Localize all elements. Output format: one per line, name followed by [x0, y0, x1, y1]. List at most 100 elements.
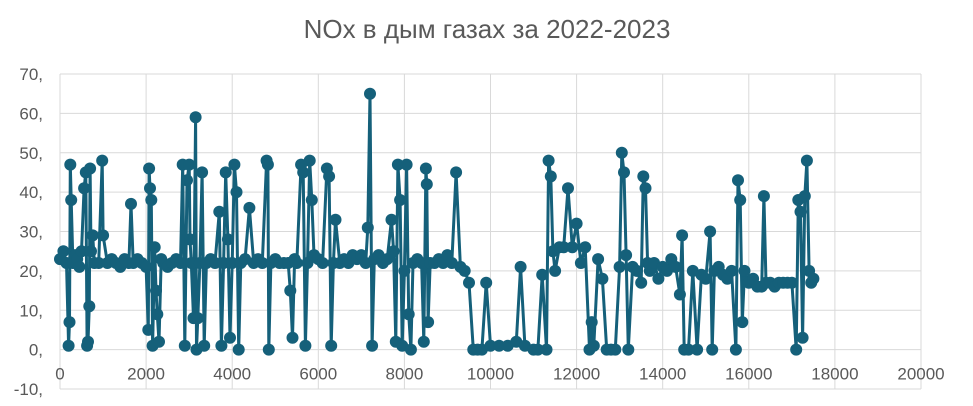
x-tick-label: 14000: [639, 365, 686, 384]
data-point: [691, 343, 704, 356]
data-point: [415, 257, 428, 269]
data-point: [757, 190, 770, 203]
data-point: [316, 257, 329, 269]
data-point: [493, 339, 506, 352]
data-point: [65, 194, 78, 206]
data-point: [86, 229, 99, 242]
data-point: [191, 312, 204, 325]
data-point: [153, 335, 165, 348]
y-tick-label: 20,: [19, 262, 43, 281]
data-point: [544, 170, 557, 183]
data-point: [325, 339, 338, 352]
data-point: [800, 154, 813, 167]
data-point: [585, 316, 598, 329]
data-point: [794, 205, 807, 218]
y-tick-label: -10,: [14, 380, 43, 399]
data-point: [706, 343, 719, 356]
chart-title: NOx в дым газах за 2022-2023: [304, 14, 671, 44]
data-point: [514, 260, 527, 273]
data-point: [387, 245, 400, 258]
data-point: [64, 158, 77, 171]
data-point: [549, 264, 562, 277]
data-point: [618, 166, 630, 179]
data-point: [303, 154, 316, 167]
data-point: [361, 221, 374, 234]
data-point: [400, 158, 413, 171]
data-point: [262, 343, 275, 356]
data-point: [299, 339, 312, 352]
series-marker-layer: [54, 87, 820, 356]
x-tick-label: 4000: [213, 365, 251, 384]
data-point: [78, 182, 91, 195]
x-tick-label: 12000: [553, 365, 600, 384]
data-point: [284, 284, 297, 297]
data-point: [256, 257, 269, 269]
data-point: [323, 170, 336, 183]
data-point: [790, 343, 803, 356]
data-point: [592, 253, 605, 266]
y-tick-label: 60,: [19, 104, 43, 123]
data-point: [574, 257, 587, 269]
data-point: [183, 158, 196, 171]
data-point: [391, 158, 404, 171]
data-point: [181, 174, 193, 187]
data-point: [484, 339, 497, 352]
data-point: [286, 331, 299, 344]
data-point: [57, 245, 70, 258]
data-point: [151, 308, 164, 321]
data-point: [75, 245, 88, 258]
data-point: [630, 264, 643, 277]
data-point: [196, 166, 209, 179]
data-point: [669, 260, 682, 273]
data-point: [174, 257, 187, 269]
data-point: [402, 308, 415, 321]
y-tick-label: 10,: [19, 301, 43, 320]
data-point: [596, 272, 609, 285]
data-point: [458, 264, 471, 277]
data-point: [82, 335, 94, 348]
data-point: [226, 257, 239, 269]
data-point: [189, 111, 202, 124]
data-point: [609, 343, 622, 356]
data-point: [738, 264, 751, 277]
data-point: [540, 343, 553, 356]
data-point: [305, 194, 318, 206]
x-tick-label: 18000: [811, 365, 858, 384]
y-tick-label: 0,: [29, 341, 43, 360]
data-point: [143, 162, 156, 175]
data-point: [566, 241, 579, 254]
y-tick-label: 40,: [19, 183, 43, 202]
series-line: [58, 92, 815, 352]
data-point: [221, 233, 234, 246]
data-point: [140, 260, 153, 273]
data-point: [125, 197, 137, 210]
data-point: [729, 343, 742, 356]
data-point: [639, 182, 652, 195]
data-point: [145, 194, 158, 206]
data-point: [243, 201, 256, 214]
data-point: [404, 343, 417, 356]
data-point: [635, 276, 648, 289]
data-point: [178, 339, 191, 352]
data-point: [84, 162, 97, 175]
data-point: [480, 276, 493, 289]
data-point: [215, 339, 228, 352]
data-point: [142, 323, 155, 336]
series-line-layer: [58, 92, 815, 352]
data-point: [420, 178, 433, 191]
data-point: [682, 343, 695, 356]
data-point: [213, 205, 226, 218]
data-point: [73, 260, 86, 273]
x-axis-tick-labels: 0 2000 4000 6000 8000 10000 12000 14000 16000 180…: [55, 365, 944, 384]
data-point: [228, 158, 241, 171]
data-point: [613, 260, 626, 273]
data-point: [232, 343, 245, 356]
data-point: [673, 288, 686, 301]
data-point: [148, 241, 161, 254]
data-point: [736, 316, 749, 329]
data-point: [798, 190, 811, 203]
data-point: [366, 339, 379, 352]
data-point: [83, 300, 96, 313]
y-tick-label: 30,: [19, 223, 43, 242]
